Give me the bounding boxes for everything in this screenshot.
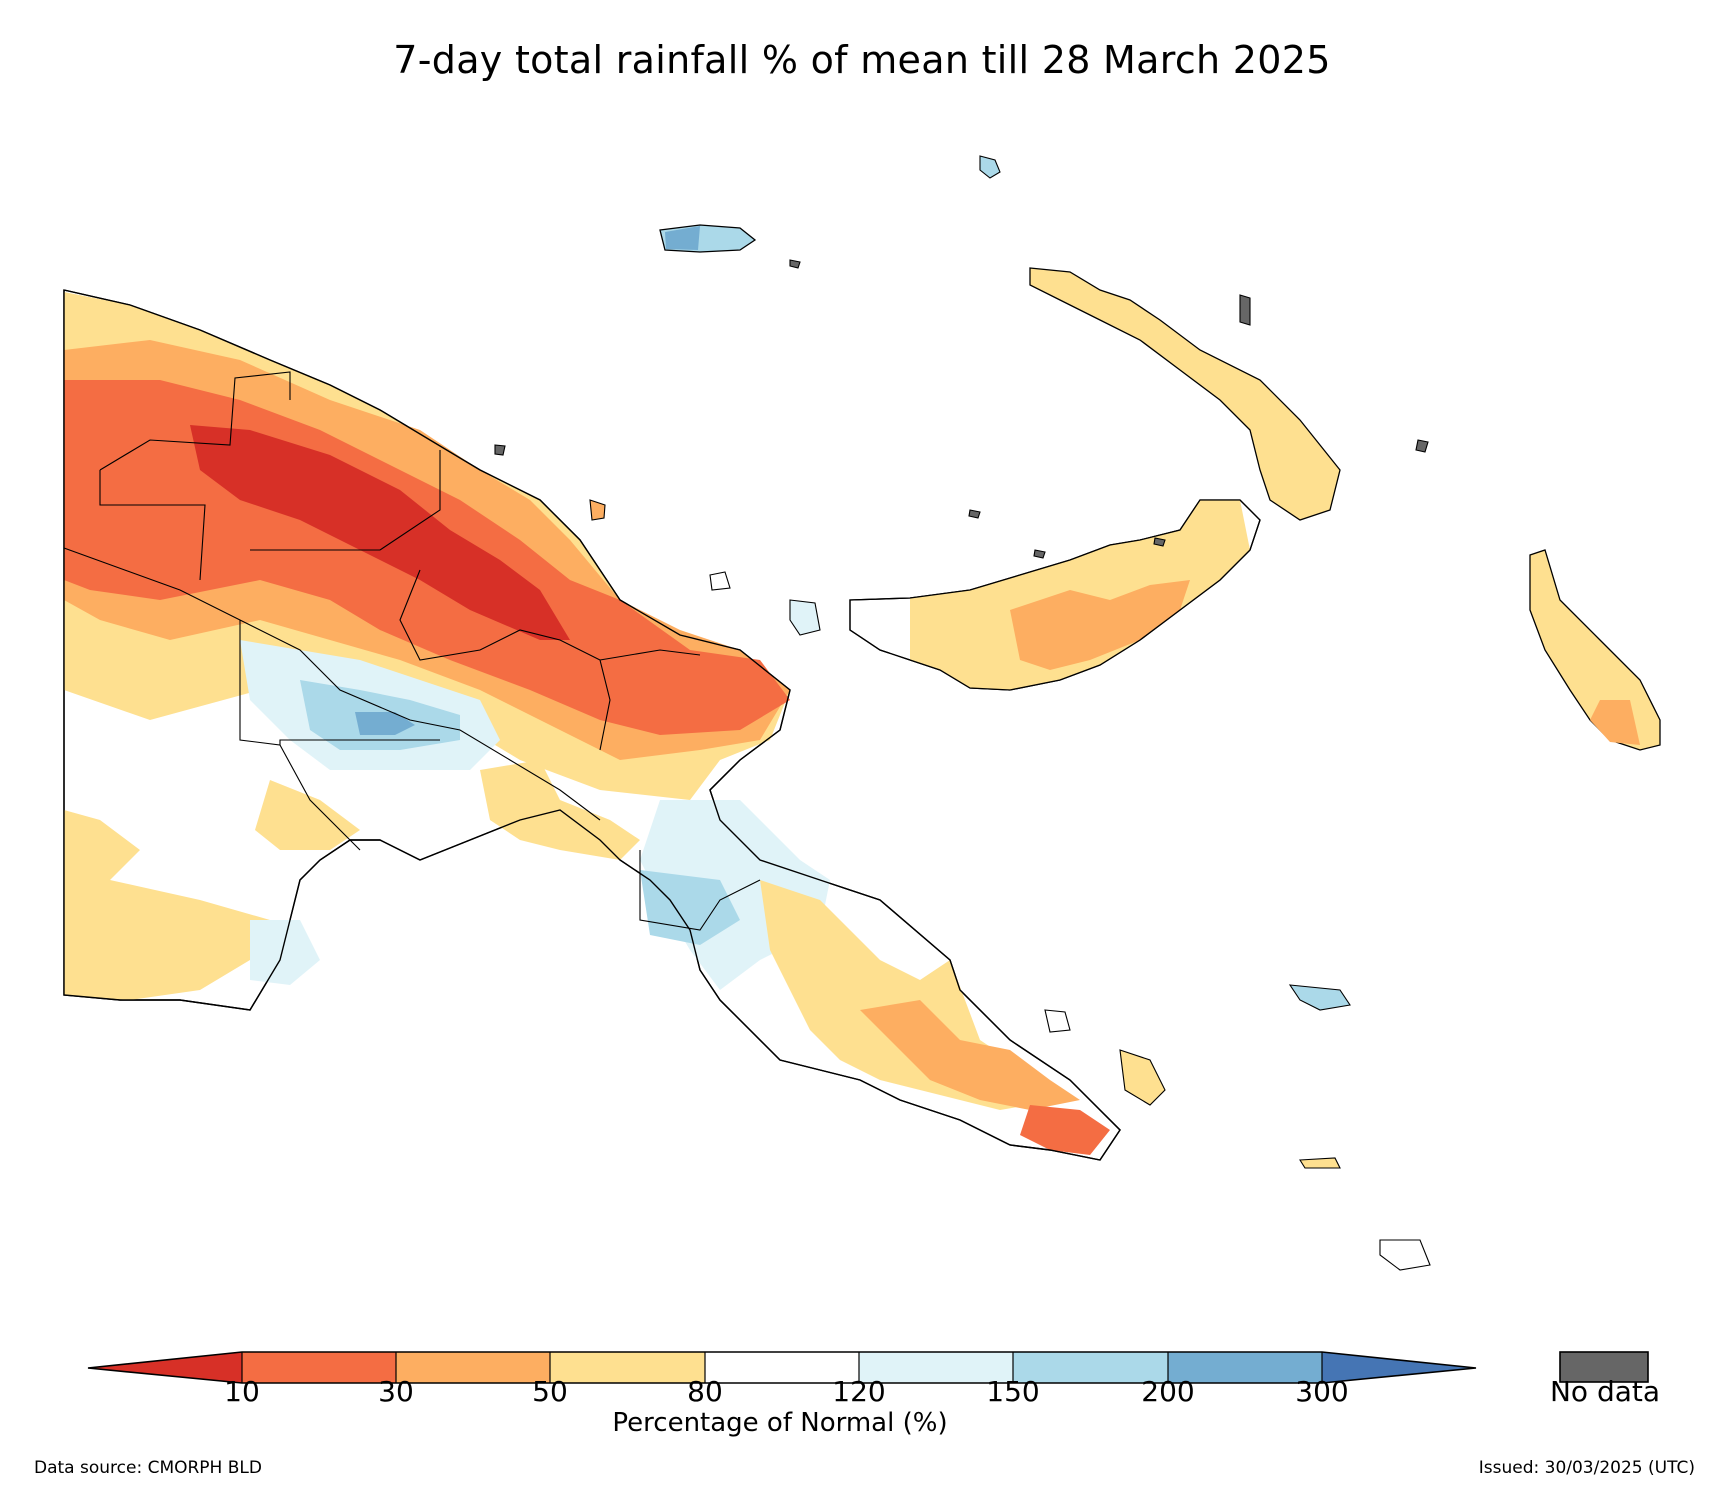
island-nodata-3 bbox=[789, 259, 801, 269]
island-nodata-1 bbox=[1239, 294, 1251, 326]
island-long bbox=[789, 599, 821, 636]
colorbar-segment-1 bbox=[242, 1352, 396, 1383]
map-title: 7-day total rainfall % of mean till 28 M… bbox=[393, 38, 1331, 82]
island-dentrecasteaux bbox=[1119, 1049, 1166, 1106]
new-ireland bbox=[1029, 267, 1341, 521]
island-goodenough bbox=[1044, 1009, 1071, 1033]
island-louisiade bbox=[1299, 1157, 1341, 1169]
colorbar-tick-label: 50 bbox=[532, 1375, 568, 1408]
zone-50-80-south-central bbox=[255, 780, 360, 850]
colorbar-segment-6 bbox=[1013, 1352, 1168, 1383]
new-britain bbox=[849, 499, 1261, 691]
mainland-outline bbox=[63, 289, 1121, 1161]
colorbar-tick-label: 10 bbox=[224, 1375, 260, 1408]
colorbar-label: Percentage of Normal (%) bbox=[612, 1408, 948, 1438]
zone-10-30-peninsula bbox=[1020, 1105, 1110, 1155]
colorbar-tick-label: 150 bbox=[986, 1375, 1040, 1408]
colorbar-segment-2 bbox=[396, 1352, 550, 1383]
zone-below-10 bbox=[190, 425, 570, 640]
colorbar-segment-7 bbox=[1168, 1352, 1322, 1383]
colorbar-segment-8 bbox=[1322, 1352, 1476, 1383]
island-karkar bbox=[589, 499, 606, 521]
issued-date: Issued: 30/03/2025 (UTC) bbox=[1478, 1458, 1695, 1478]
island-umboi bbox=[709, 571, 731, 591]
manus bbox=[659, 224, 757, 253]
zone-30-50-bougainville bbox=[1590, 700, 1640, 745]
zone-50-80-southwest bbox=[64, 810, 270, 1000]
island-nodata-7 bbox=[1153, 537, 1166, 547]
colorbar-tick-marks bbox=[241, 1352, 1323, 1383]
data-source: Data source: CMORPH BLD bbox=[34, 1458, 262, 1478]
zone-200-300-west bbox=[355, 712, 415, 735]
island-nodata-5 bbox=[968, 509, 981, 519]
new-britain-outline bbox=[849, 499, 1261, 691]
island-nodata-6 bbox=[1033, 549, 1046, 559]
island-nodata-2 bbox=[494, 444, 506, 456]
colorbar-tick-label: 200 bbox=[1141, 1375, 1195, 1408]
mainland bbox=[63, 289, 1121, 1161]
zone-120-150-southwest bbox=[250, 920, 320, 985]
small-islands bbox=[494, 155, 1431, 1271]
colorbar-tick-label: 30 bbox=[378, 1375, 414, 1408]
zone-30-50-peninsula bbox=[860, 1000, 1080, 1110]
colorbar-segment-5 bbox=[859, 1352, 1013, 1383]
zone-30-50-new-britain bbox=[1010, 580, 1190, 670]
zone-150-200-papua bbox=[640, 870, 740, 945]
nodata-swatch bbox=[1559, 1351, 1649, 1383]
colorbar-segment-3 bbox=[550, 1352, 705, 1383]
colorbar-tick-label: 120 bbox=[832, 1375, 886, 1408]
province-borders bbox=[63, 371, 761, 931]
nodata-label: No data bbox=[1549, 1375, 1661, 1408]
colorbar-segment-0 bbox=[88, 1352, 242, 1383]
colorbar-tick-label: 300 bbox=[1295, 1375, 1349, 1408]
island-rossel bbox=[1379, 1239, 1431, 1271]
island-nodata-4 bbox=[1415, 439, 1429, 453]
colorbar-tick-label: 80 bbox=[687, 1375, 723, 1408]
island-north bbox=[979, 155, 1001, 179]
colorbar-segment-4 bbox=[705, 1352, 859, 1383]
new-ireland-land bbox=[1029, 267, 1341, 521]
zone-200-300-manus bbox=[665, 226, 700, 250]
bougainville bbox=[1529, 549, 1661, 751]
island-trobriand bbox=[1288, 984, 1351, 1011]
